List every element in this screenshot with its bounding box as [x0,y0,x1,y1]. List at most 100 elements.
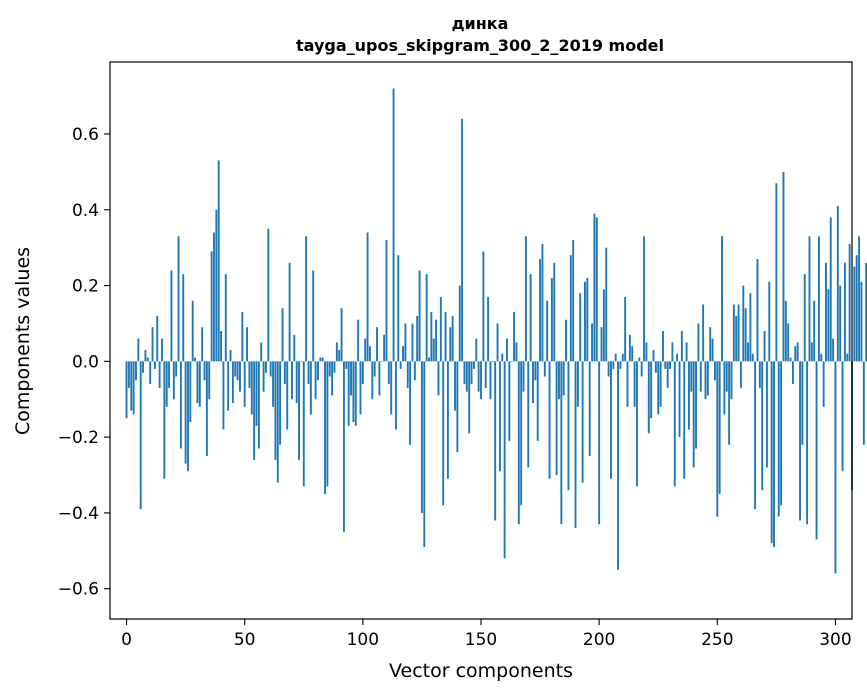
bar [595,217,598,362]
bar [302,361,305,487]
bar [255,361,258,426]
x-tick-label: 300 [819,630,851,650]
bar [458,285,461,362]
y-axis-ticks: −0.6 −0.4 −0.2 0.0 0.2 0.4 0.6 [58,125,110,600]
bar [737,304,740,362]
x-axis-ticks: 0 50 100 150 200 250 300 [121,619,852,650]
bar [626,361,629,407]
bar [548,361,551,479]
bar [326,361,329,487]
bar [673,361,676,487]
bar [432,338,435,362]
bar [175,361,178,377]
x-axis-label: Vector components [389,660,573,682]
bar [338,349,341,362]
bar [475,338,478,362]
bar [409,361,412,445]
bar [721,236,723,362]
bar [144,349,147,362]
bar [586,277,589,362]
bar [685,342,688,362]
bar [229,349,232,362]
bar [529,274,532,362]
bar [156,315,159,362]
bar [591,323,594,362]
bar [834,361,837,574]
bar [799,361,801,521]
bar [810,342,813,362]
bar [489,361,492,400]
bar [333,361,336,373]
bar [496,323,499,362]
bar [796,342,799,362]
bar [569,255,572,362]
bar [324,361,326,494]
bar [281,308,284,362]
bar [770,361,773,544]
y-axis-label: Components values [12,247,34,435]
bar [865,262,867,362]
bar [373,361,376,377]
bar [524,236,527,362]
bar [168,361,171,388]
bar [527,361,530,468]
bar [593,213,596,362]
bar [520,361,523,506]
bar [602,289,605,362]
bar [813,300,816,362]
bar [714,361,716,381]
bar [394,361,397,430]
bar [319,357,322,362]
bar [295,361,298,404]
bar [461,118,464,362]
bar [754,361,757,510]
bar [399,361,402,369]
bar [463,361,466,385]
bar [139,361,142,510]
bar [288,262,291,362]
bar [617,361,619,570]
bar [631,346,634,362]
bar [855,255,858,362]
bar [205,361,208,457]
bar [539,259,542,362]
bar [806,361,809,525]
bar [768,281,771,362]
bar [236,361,239,381]
bar [829,217,832,362]
bar [135,361,137,381]
y-tick-label: −0.2 [58,428,99,448]
bar [666,361,669,388]
bar [676,353,679,362]
bar [532,361,534,404]
bar [468,361,471,434]
bar [860,281,863,362]
bar [402,346,404,362]
plot-area-frame [109,61,853,620]
bar [508,361,511,441]
bar [659,361,662,407]
bar [435,319,438,362]
bar [820,353,823,362]
bar [368,346,371,362]
bar [234,361,237,377]
bar [331,361,334,396]
bar [728,361,731,445]
bar [465,361,468,392]
bar [607,361,610,377]
bar [494,361,497,521]
bar [763,331,766,362]
bar [158,361,161,388]
bar [366,232,369,362]
bar [692,361,695,468]
bar [560,361,563,525]
bar [279,361,282,445]
bar [224,274,227,362]
bar [456,361,459,453]
bar [291,361,293,400]
bar [756,259,759,362]
bar [420,361,423,513]
x-tick-label: 50 [234,630,256,650]
bar [777,361,780,517]
